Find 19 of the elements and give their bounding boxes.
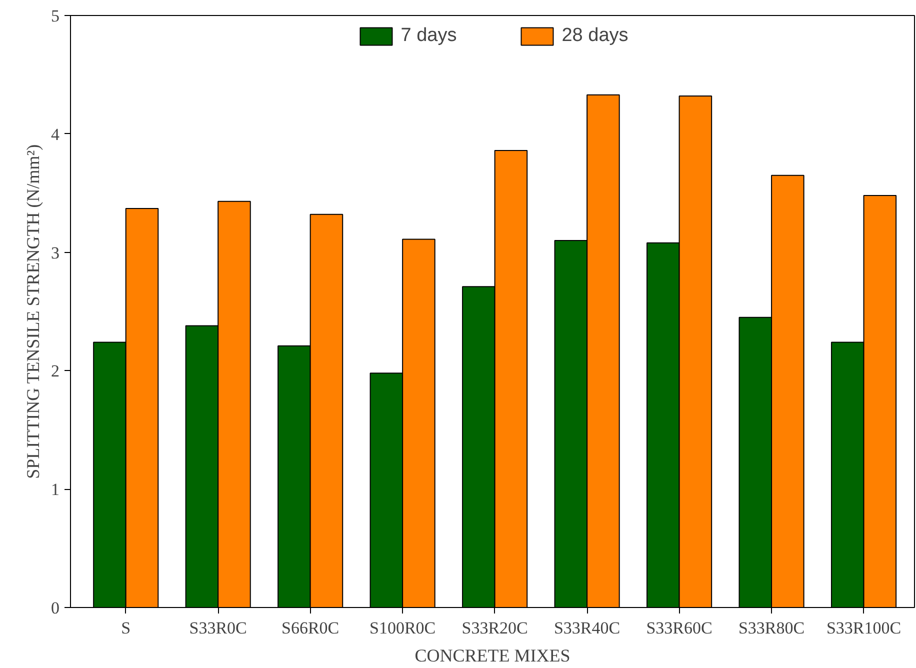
y-tick-label: 2 (51, 362, 60, 381)
x-axis-title: CONCRETE MIXES (414, 646, 570, 666)
x-tick-label: S66R0C (282, 618, 340, 638)
y-tick-label: 1 (51, 480, 60, 500)
x-tick-label: S (121, 618, 131, 638)
y-tick-label: 5 (51, 6, 60, 26)
x-tick-label: S33R60C (646, 618, 712, 638)
x-tick-label: S100R0C (370, 618, 436, 638)
x-tick-label: S33R20C (462, 618, 528, 638)
legend-label: 28 days (562, 25, 628, 47)
x-tick-label: S33R100C (826, 618, 902, 638)
x-tick-label: S33R80C (738, 618, 805, 638)
x-tick-label: S33R0C (189, 618, 247, 638)
y-axis-title: SPLITTING TENSILE STRENGTH (N/mm²) (23, 144, 43, 479)
y-tick-label: 0 (51, 598, 60, 618)
legend-label: 7 days (400, 25, 457, 47)
y-tick-label: 4 (51, 124, 60, 144)
x-tick-label: S33R40C (554, 618, 620, 638)
y-tick-label: 3 (51, 243, 60, 262)
